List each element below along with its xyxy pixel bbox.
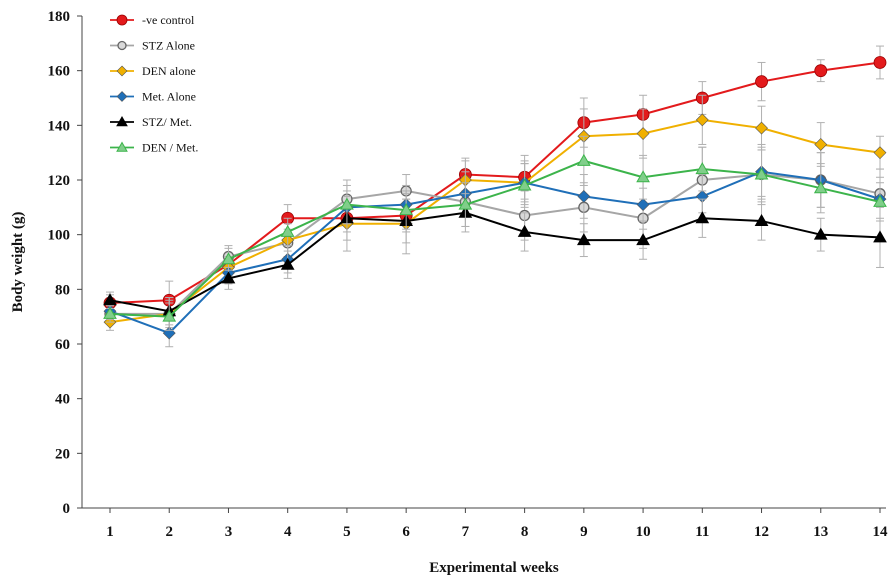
data-point	[873, 230, 887, 243]
data-point	[754, 213, 769, 226]
series-line	[109, 118, 881, 324]
legend-marker	[116, 91, 128, 102]
data-point	[755, 121, 768, 135]
data-point	[754, 167, 769, 180]
data-point	[695, 211, 710, 224]
y-tick-label: 60	[55, 337, 70, 353]
y-tick-label: 160	[48, 64, 71, 80]
legend-label: -ve control	[142, 13, 195, 27]
data-point	[636, 170, 650, 183]
legend-label: DEN / Met.	[142, 141, 198, 155]
data-point	[162, 309, 177, 322]
x-tick-label: 2	[165, 524, 173, 540]
data-point	[636, 233, 650, 246]
x-tick-label: 12	[754, 524, 769, 540]
data-point	[636, 127, 650, 140]
data-point	[340, 197, 354, 210]
data-point	[695, 113, 709, 127]
data-point	[577, 189, 591, 203]
x-axis-title: Experimental weeks	[429, 560, 559, 576]
legend-marker	[116, 141, 128, 152]
data-point	[813, 227, 828, 240]
x-tick-label: 13	[813, 524, 828, 540]
data-point	[873, 194, 887, 207]
chart-legend: -ve control STZ Alone DEN alone Met. Alone S…	[110, 13, 198, 155]
data-point	[755, 75, 768, 88]
data-point	[280, 257, 295, 270]
series-2	[103, 94, 887, 331]
series-line	[109, 170, 881, 335]
x-tick-label: 11	[695, 524, 709, 540]
series-line	[109, 159, 881, 318]
y-tick-label: 140	[48, 118, 71, 134]
data-point	[576, 233, 591, 246]
x-tick-label: 1	[106, 524, 114, 540]
x-tick-label: 8	[521, 524, 529, 540]
data-point	[517, 224, 532, 237]
legend-label: Met. Alone	[142, 90, 196, 104]
data-point	[873, 56, 887, 69]
data-point	[695, 162, 710, 175]
data-point	[517, 178, 532, 191]
legend-label: STZ Alone	[142, 39, 195, 53]
y-tick-label: 40	[55, 392, 70, 408]
series-4	[103, 193, 887, 326]
y-axis-title: Body weight (g)	[10, 212, 26, 313]
data-point	[221, 252, 236, 265]
legend-label: DEN alone	[142, 64, 196, 78]
data-point	[576, 153, 591, 166]
x-tick-label: 6	[402, 524, 410, 540]
legend-label: STZ/ Met.	[142, 115, 192, 129]
data-point	[814, 64, 828, 78]
y-tick-label: 0	[63, 501, 71, 517]
data-point	[103, 306, 117, 319]
data-point	[873, 146, 887, 160]
data-point	[636, 198, 650, 212]
x-tick-label: 4	[284, 524, 292, 540]
y-tick-label: 80	[55, 282, 70, 298]
series-5	[103, 135, 887, 331]
data-point	[399, 203, 414, 216]
data-point	[103, 293, 117, 306]
legend-marker	[117, 40, 127, 51]
x-tick-label: 3	[225, 524, 233, 540]
legend-marker	[116, 115, 128, 127]
series-0	[103, 45, 887, 320]
x-tick-label: 10	[636, 524, 651, 540]
data-point	[813, 181, 828, 194]
x-tick-label: 7	[462, 524, 470, 540]
data-point	[280, 224, 295, 237]
legend-marker	[116, 14, 128, 26]
data-point	[814, 138, 828, 151]
data-point	[221, 271, 236, 284]
y-tick-label: 100	[48, 228, 71, 244]
legend-marker	[116, 65, 128, 77]
y-tick-label: 180	[48, 9, 71, 25]
x-tick-label: 14	[873, 524, 889, 540]
data-point	[458, 197, 473, 210]
y-tick-label: 120	[48, 173, 71, 189]
series-line	[109, 61, 881, 304]
y-tick-label: 20	[55, 446, 70, 462]
x-tick-label: 5	[343, 524, 351, 540]
x-tick-label: 9	[580, 524, 588, 540]
series-line	[109, 211, 881, 313]
chart-series-layer	[103, 45, 887, 348]
